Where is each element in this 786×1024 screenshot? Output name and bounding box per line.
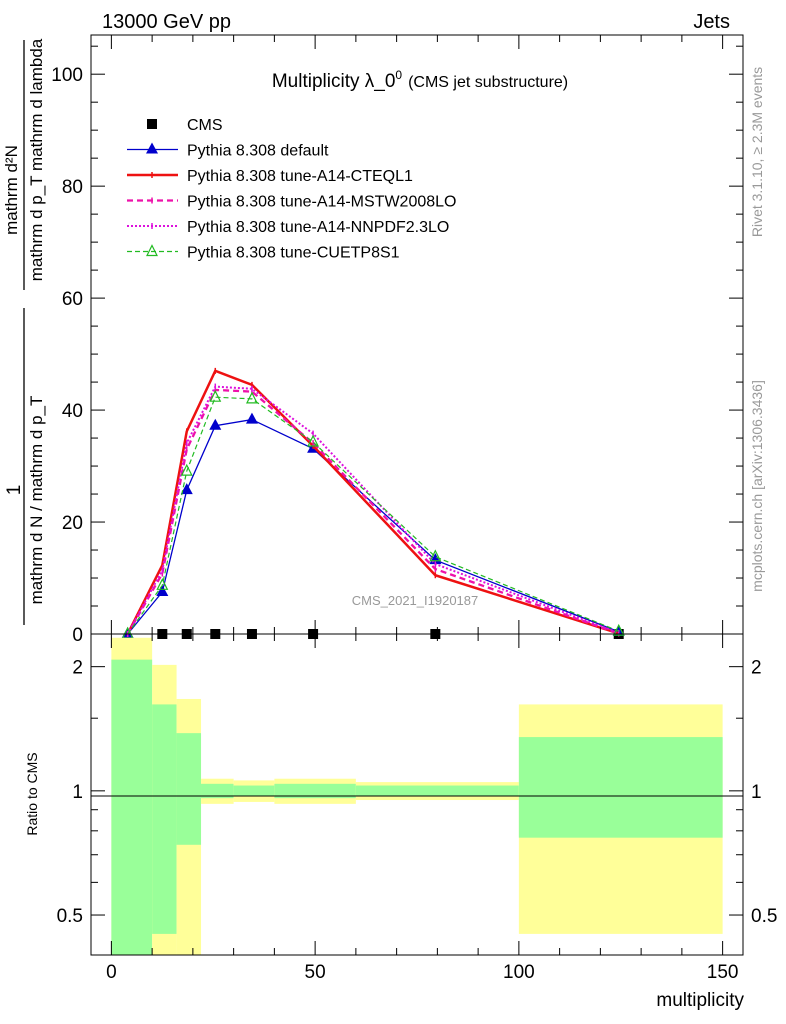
data-point-default bbox=[180, 483, 193, 495]
y-tick-label: 20 bbox=[62, 513, 83, 534]
data-point-cuetp bbox=[307, 434, 320, 447]
ratio-tick-label-right: 2 bbox=[751, 658, 762, 679]
legend-marker-cuetp bbox=[146, 244, 158, 257]
ratio-band-inner bbox=[274, 783, 356, 799]
legend-entry-cteql1: Pythia 8.308 tune-A14-CTEQL1 bbox=[127, 168, 413, 185]
y-label-den: mathrm d p_T mathrm d lambda bbox=[27, 38, 46, 281]
title-main: Multiplicity λ_0 bbox=[272, 71, 396, 92]
plot-title: Multiplicity λ_00 (CMS jet substructure) bbox=[272, 68, 568, 92]
watermark: CMS_2021_I1920187 bbox=[352, 593, 479, 608]
y-tick-label: 0 bbox=[72, 625, 83, 646]
series-line-cteql1 bbox=[126, 369, 620, 635]
ratio-panel: 0.5 0.5 1 1 2 2 Ratio to CMS bbox=[24, 633, 777, 956]
series-line-cuetp bbox=[127, 396, 619, 635]
ratio-tick-label-right: 1 bbox=[751, 782, 762, 803]
data-point-cuetp bbox=[209, 389, 222, 402]
ratio-band-inner bbox=[111, 659, 153, 955]
ratio-band-inner bbox=[355, 785, 519, 797]
title-sub: (CMS jet substructure) bbox=[408, 74, 568, 91]
series-cuetp bbox=[121, 389, 625, 639]
data-point-cuetp bbox=[156, 577, 169, 590]
legend-entry-mstw: Pythia 8.308 tune-A14-MSTW2008LO bbox=[127, 194, 456, 211]
data-point-cuetp bbox=[612, 623, 625, 636]
data-point-cuetp bbox=[180, 463, 193, 476]
data-point-default bbox=[209, 418, 222, 430]
y-label-pre-den: mathrm d N / mathrm d p_T bbox=[27, 396, 46, 605]
ratio-tick-label: 0.5 bbox=[57, 906, 83, 927]
x-tick-label: 50 bbox=[305, 962, 326, 983]
y-tick-label: 40 bbox=[62, 401, 83, 422]
x-axis-label: multiplicity bbox=[656, 990, 744, 1011]
ratio-band-inner bbox=[201, 783, 234, 799]
y-tick-label: 80 bbox=[62, 177, 83, 198]
legend-entry-cuetp: Pythia 8.308 tune-CUETP8S1 bbox=[127, 244, 400, 262]
legend-label-cuetp: Pythia 8.308 tune-CUETP8S1 bbox=[187, 245, 400, 262]
ratio-tick-label: 1 bbox=[72, 782, 83, 803]
side-text-top: Rivet 3.1.10, ≥ 2.3M events bbox=[749, 67, 765, 237]
legend-label-mstw: Pythia 8.308 tune-A14-MSTW2008LO bbox=[187, 194, 456, 211]
legend-label-cteql1: Pythia 8.308 tune-A14-CTEQL1 bbox=[187, 168, 413, 185]
y-label-pre-num: 1 bbox=[4, 485, 25, 496]
y-axis-label: 1 mathrm d N / mathrm d p_T mathrm d²N m… bbox=[2, 38, 46, 625]
legend-entry-cms: CMS bbox=[147, 117, 223, 134]
x-tick-label: 150 bbox=[707, 962, 739, 983]
data-point-cuetp bbox=[429, 549, 442, 562]
series-line-mstw bbox=[126, 388, 620, 635]
title-sup: 0 bbox=[395, 68, 402, 82]
series-line-default bbox=[127, 418, 619, 635]
legend-label-default: Pythia 8.308 default bbox=[187, 143, 329, 160]
data-point-default bbox=[156, 585, 169, 597]
y-label-num: mathrm d²N bbox=[2, 145, 21, 235]
legend-entry-nnpdf: Pythia 8.308 tune-A14-NNPDF2.3LO bbox=[127, 219, 449, 236]
header-left: 13000 GeV pp bbox=[102, 11, 231, 33]
legend: CMS Pythia 8.308 default Pythia 8.308 tune… bbox=[127, 117, 456, 262]
legend-marker-default bbox=[146, 142, 158, 154]
legend-marker-cms bbox=[147, 119, 157, 129]
header-right: Jets bbox=[693, 11, 730, 33]
data-point-default bbox=[245, 412, 258, 424]
main-panel: 0 20 40 60 80 100 CMS_2021_I1920187 Multiplic… bbox=[51, 34, 744, 646]
ratio-band-inner bbox=[518, 737, 723, 838]
ratio-band-inner bbox=[233, 785, 275, 797]
ratio-frame bbox=[90, 633, 744, 956]
legend-label-cms: CMS bbox=[187, 117, 223, 134]
ratio-tick-label-right: 0.5 bbox=[751, 906, 777, 927]
ratio-band-inner bbox=[176, 733, 202, 845]
ratio-label: Ratio to CMS bbox=[24, 752, 40, 835]
legend-label-nnpdf: Pythia 8.308 tune-A14-NNPDF2.3LO bbox=[187, 219, 449, 236]
x-tick-label: 0 bbox=[106, 962, 117, 983]
side-text-bottom: mcplots.cern.ch [arXiv:1306.3436] bbox=[749, 380, 765, 592]
ratio-band-inner bbox=[152, 704, 177, 934]
y-tick-label: 100 bbox=[51, 65, 83, 86]
ratio-tick-label: 2 bbox=[72, 658, 83, 679]
y-tick-label: 60 bbox=[62, 289, 83, 310]
x-tick-label: 100 bbox=[503, 962, 535, 983]
data-point-cuetp bbox=[245, 391, 258, 404]
legend-entry-default: Pythia 8.308 default bbox=[127, 142, 329, 160]
